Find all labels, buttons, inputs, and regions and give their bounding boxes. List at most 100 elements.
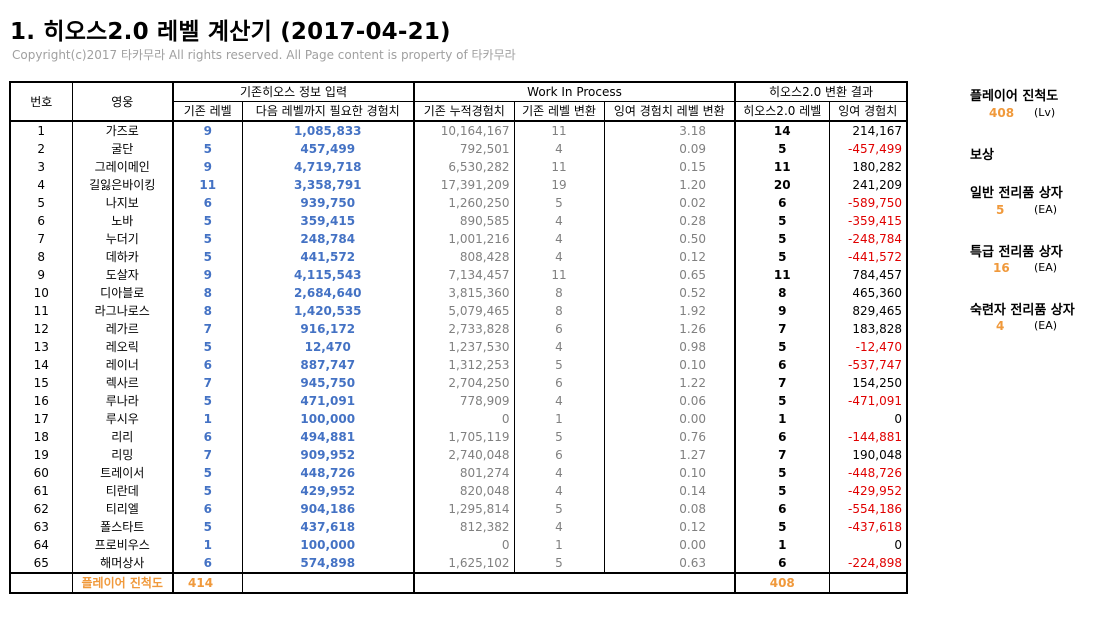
table-row: 65 해머상사 6 574,898 1,625,102 5 0.63 6 -224,898 (9, 554, 908, 573)
cell-next-exp[interactable]: 574,898 (241, 554, 414, 573)
cell-next-exp[interactable]: 429,952 (241, 482, 414, 500)
cell-surplus-exp: -144,881 (828, 428, 908, 446)
footer-empty (9, 572, 72, 594)
side-expert-value[interactable]: 4 (996, 319, 1005, 333)
cell-level[interactable]: 1 (172, 536, 242, 554)
cell-level[interactable]: 9 (172, 121, 242, 140)
cell-next-exp[interactable]: 4,719,718 (241, 158, 414, 176)
cell-new-level: 5 (734, 140, 829, 158)
cell-next-exp[interactable]: 4,115,543 (241, 266, 414, 284)
cell-next-exp[interactable]: 939,750 (241, 194, 414, 212)
cell-level[interactable]: 6 (172, 428, 242, 446)
header-surplus-exp: 잉여 경험치 (828, 101, 908, 122)
cell-next-exp[interactable]: 3,358,791 (241, 176, 414, 194)
cell-next-exp[interactable]: 100,000 (241, 410, 414, 428)
cell-no: 14 (9, 356, 72, 374)
cell-next-exp[interactable]: 100,000 (241, 536, 414, 554)
side-expert-unit: (EA) (1034, 319, 1058, 332)
cell-level[interactable]: 6 (172, 356, 242, 374)
cell-level[interactable]: 5 (172, 518, 242, 536)
cell-no: 16 (9, 392, 72, 410)
cell-new-level: 6 (734, 500, 829, 518)
cell-next-exp[interactable]: 448,726 (241, 464, 414, 482)
cell-level[interactable]: 9 (172, 158, 242, 176)
cell-level-conv: 6 (513, 374, 604, 392)
side-progress-label: 플레이어 진척도 (970, 89, 1059, 104)
cell-level[interactable]: 1 (172, 410, 242, 428)
cell-level[interactable]: 8 (172, 284, 242, 302)
cell-level[interactable]: 5 (172, 212, 242, 230)
cell-surplus-conv: 0.08 (603, 500, 735, 518)
sheet-title: 1. 히오스2.0 레벨 계산기 (2017-04-21) (10, 19, 451, 45)
cell-level[interactable]: 5 (172, 140, 242, 158)
cell-next-exp[interactable]: 248,784 (241, 230, 414, 248)
side-progress-value[interactable]: 408 (989, 106, 1015, 120)
footer-old-total[interactable]: 414 (172, 572, 242, 594)
cell-surplus-conv: 3.18 (603, 121, 735, 140)
cell-level[interactable]: 5 (172, 248, 242, 266)
cell-no: 6 (9, 212, 72, 230)
cell-next-exp[interactable]: 945,750 (241, 374, 414, 392)
cell-next-exp[interactable]: 12,470 (241, 338, 414, 356)
cell-next-exp[interactable]: 2,684,640 (241, 284, 414, 302)
cell-new-level: 11 (734, 158, 829, 176)
cell-level[interactable]: 7 (172, 374, 242, 392)
cell-cum-exp: 5,079,465 (413, 302, 514, 320)
cell-level[interactable]: 5 (172, 338, 242, 356)
cell-level[interactable]: 6 (172, 554, 242, 573)
cell-next-exp[interactable]: 441,572 (241, 248, 414, 266)
cell-no: 17 (9, 410, 72, 428)
side-special-value[interactable]: 16 (993, 261, 1010, 275)
cell-hero: 누더기 (71, 230, 173, 248)
cell-surplus-conv: 1.27 (603, 446, 735, 464)
cell-hero: 도살자 (71, 266, 173, 284)
cell-next-exp[interactable]: 359,415 (241, 212, 414, 230)
cell-no: 2 (9, 140, 72, 158)
cell-surplus-conv: 1.22 (603, 374, 735, 392)
cell-next-exp[interactable]: 1,085,833 (241, 121, 414, 140)
cell-next-exp[interactable]: 904,186 (241, 500, 414, 518)
cell-surplus-exp: -248,784 (828, 230, 908, 248)
footer-new-total[interactable]: 408 (734, 572, 829, 594)
level-table: 번호 영웅 기존히오스 정보 입력 Work In Process 히오스2.0… (9, 81, 908, 594)
cell-hero: 루시우 (71, 410, 173, 428)
side-special-label: 특급 전리품 상자 (970, 245, 1063, 260)
cell-level[interactable]: 5 (172, 482, 242, 500)
cell-no: 7 (9, 230, 72, 248)
cell-hero: 노바 (71, 212, 173, 230)
cell-next-exp[interactable]: 909,952 (241, 446, 414, 464)
cell-next-exp[interactable]: 437,618 (241, 518, 414, 536)
cell-no: 8 (9, 248, 72, 266)
cell-cum-exp: 1,705,119 (413, 428, 514, 446)
cell-no: 13 (9, 338, 72, 356)
cell-next-exp[interactable]: 1,420,535 (241, 302, 414, 320)
cell-next-exp[interactable]: 887,747 (241, 356, 414, 374)
cell-level[interactable]: 9 (172, 266, 242, 284)
cell-surplus-exp: 241,209 (828, 176, 908, 194)
cell-no: 18 (9, 428, 72, 446)
header-hero: 영웅 (71, 81, 173, 122)
cell-level[interactable]: 5 (172, 230, 242, 248)
cell-level[interactable]: 7 (172, 446, 242, 464)
cell-next-exp[interactable]: 916,172 (241, 320, 414, 338)
cell-level[interactable]: 5 (172, 464, 242, 482)
cell-level-conv: 1 (513, 536, 604, 554)
cell-next-exp[interactable]: 457,499 (241, 140, 414, 158)
cell-level[interactable]: 5 (172, 392, 242, 410)
cell-level[interactable]: 8 (172, 302, 242, 320)
cell-hero: 굴단 (71, 140, 173, 158)
cell-level[interactable]: 6 (172, 194, 242, 212)
cell-level[interactable]: 6 (172, 500, 242, 518)
cell-level[interactable]: 11 (172, 176, 242, 194)
cell-no: 1 (9, 121, 72, 140)
cell-cum-exp: 7,134,457 (413, 266, 514, 284)
cell-surplus-conv: 0.06 (603, 392, 735, 410)
cell-level-conv: 5 (513, 500, 604, 518)
side-normal-value[interactable]: 5 (996, 203, 1005, 217)
cell-level-conv: 4 (513, 518, 604, 536)
table-row: 63 폴스타트 5 437,618 812,382 4 0.12 5 -437,618 (9, 518, 908, 536)
cell-next-exp[interactable]: 494,881 (241, 428, 414, 446)
cell-next-exp[interactable]: 471,091 (241, 392, 414, 410)
cell-cum-exp: 0 (413, 536, 514, 554)
cell-level[interactable]: 7 (172, 320, 242, 338)
